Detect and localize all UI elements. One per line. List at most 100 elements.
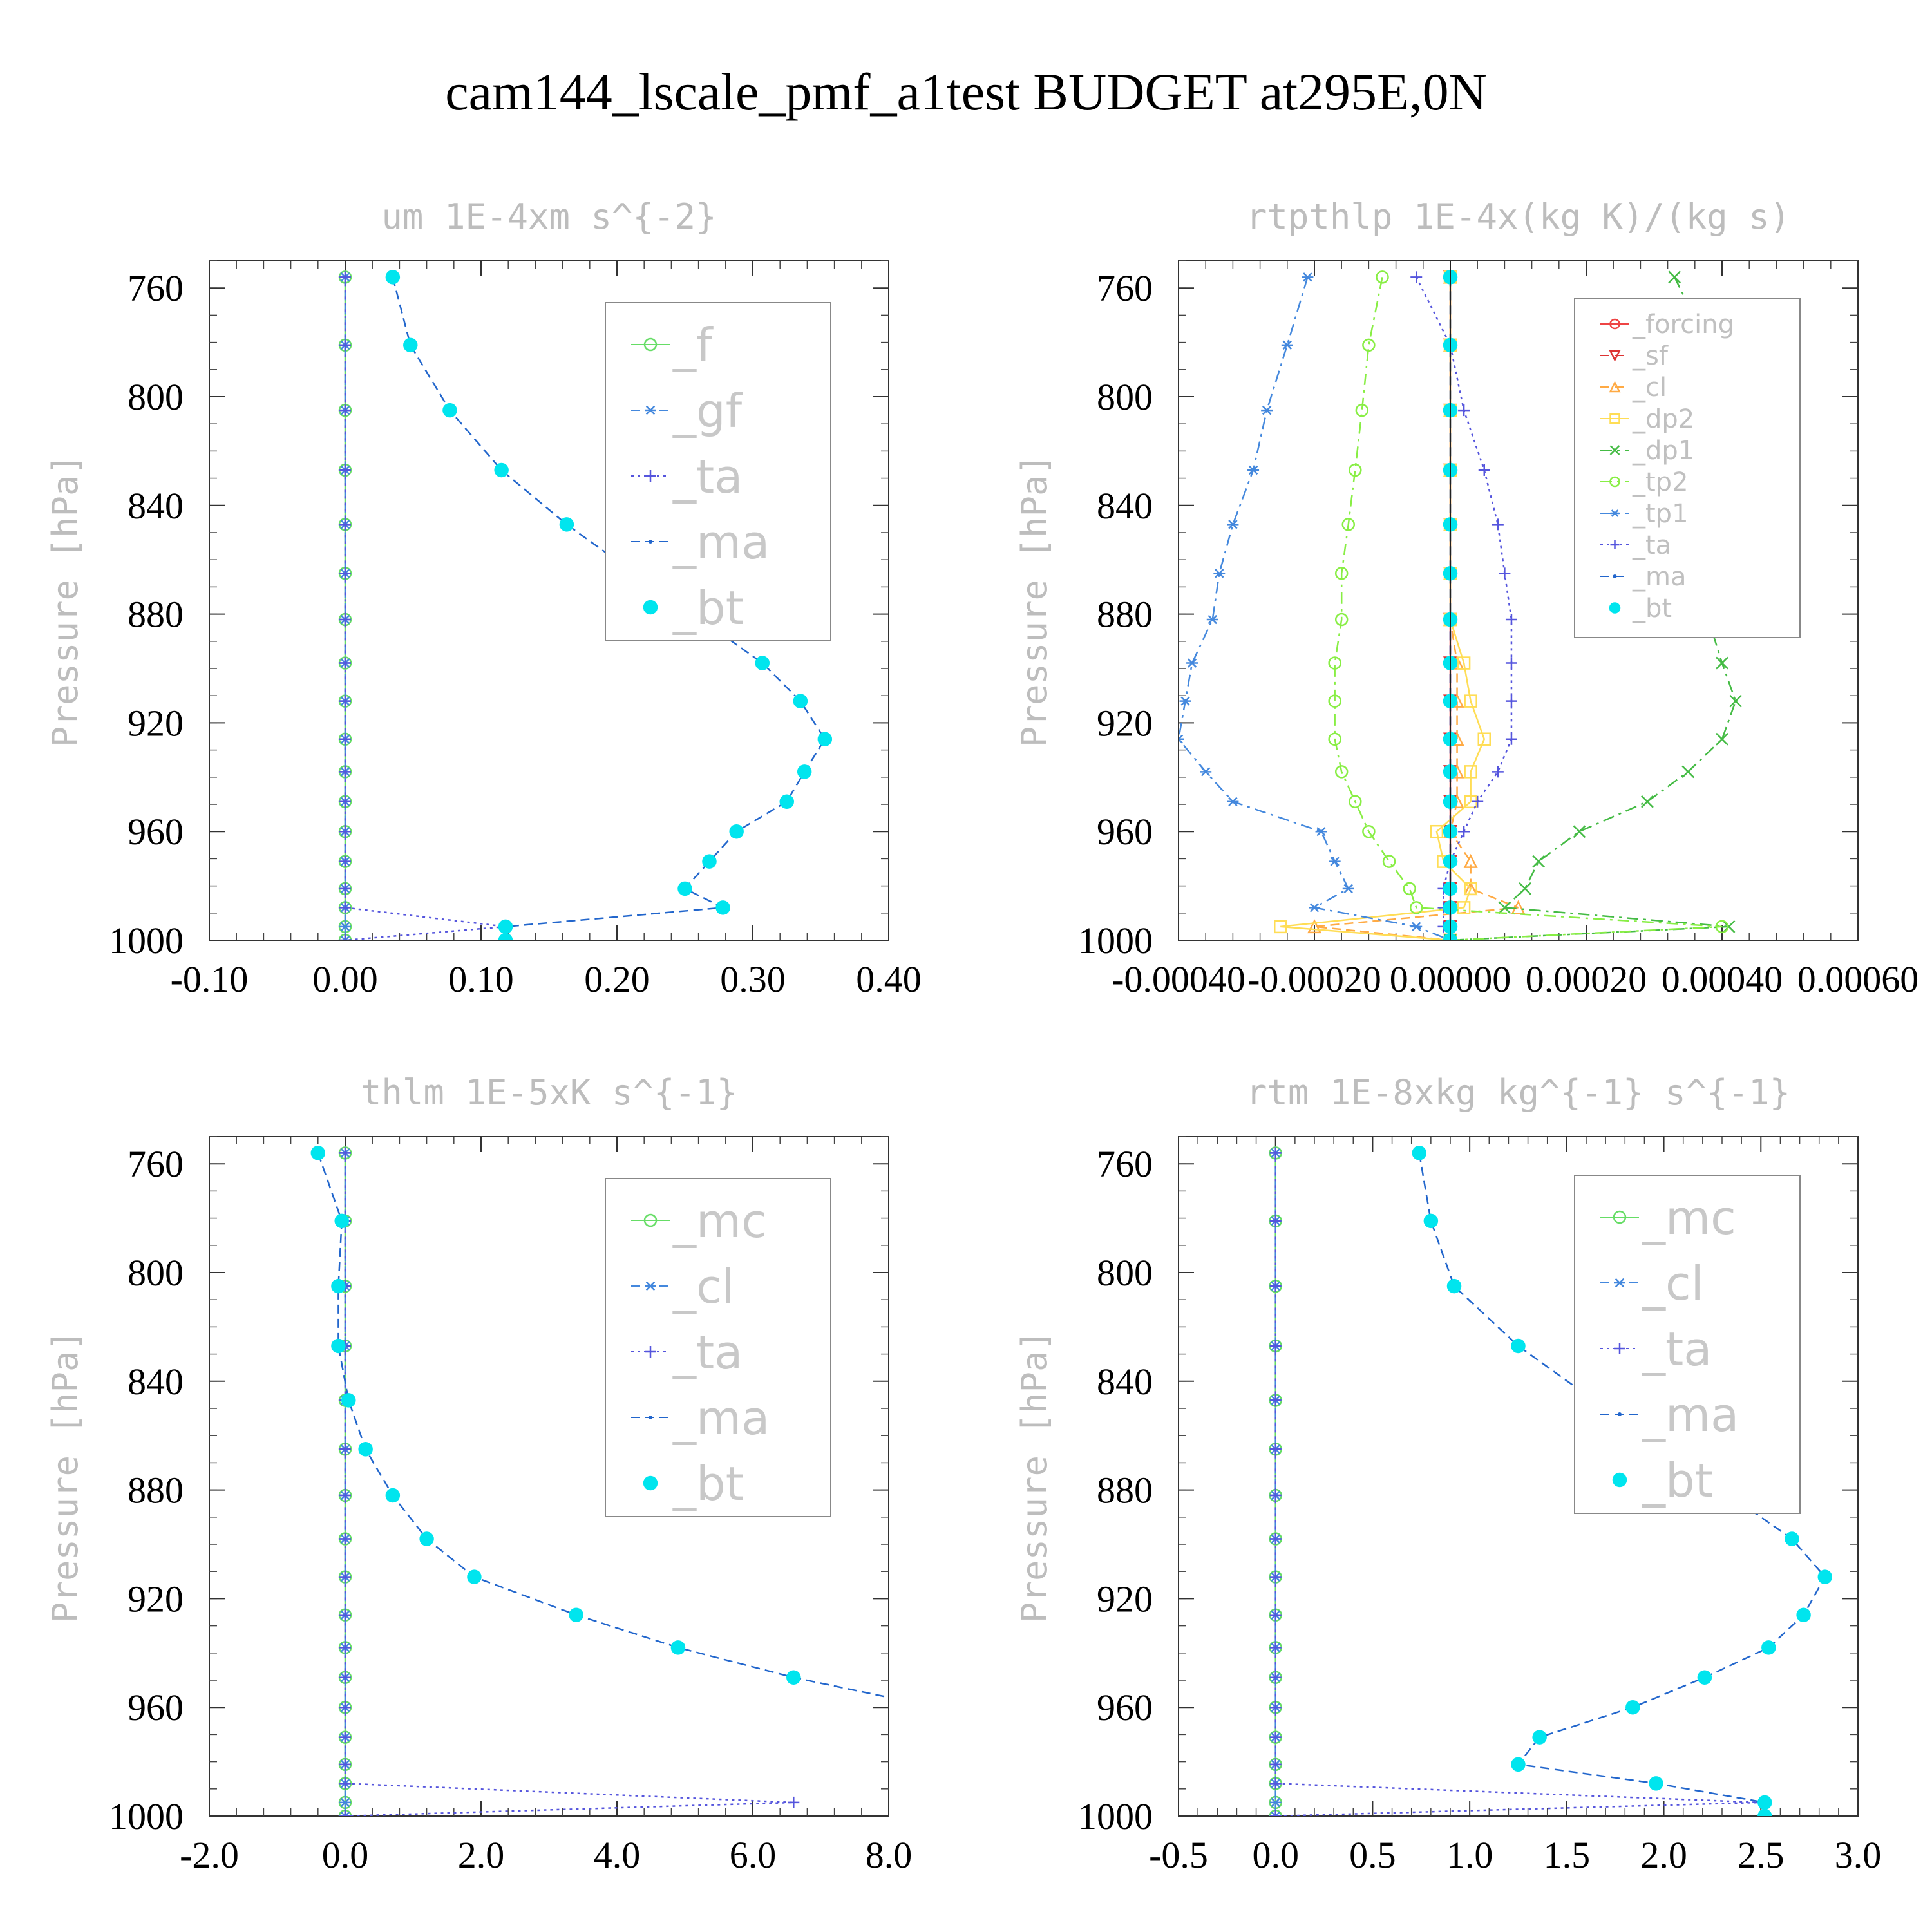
legend-swatch-marker (643, 337, 658, 352)
data-point (403, 337, 418, 353)
plot-frame (1178, 260, 1859, 941)
data-point (1796, 1607, 1811, 1622)
series-line (1334, 277, 1723, 940)
data-point (702, 854, 717, 869)
data-point (1269, 1797, 1282, 1808)
data-point (817, 732, 833, 746)
chart-panel-3: thlm 1E-5xK s^{-1} Pressure [hPa] -2.0 0.0 2… (45, 1072, 1440, 1876)
data-point (339, 1147, 351, 1159)
data-point (1458, 826, 1470, 838)
data-point (1430, 824, 1444, 838)
data-point (1362, 338, 1376, 352)
data-point (1499, 567, 1511, 580)
data-point (339, 934, 351, 940)
data-point (339, 1609, 351, 1621)
x-tick-label: 2.5 (1738, 1834, 1785, 1876)
legend-label: _dp2 (1632, 404, 1694, 434)
legend-swatch-marker (643, 1475, 658, 1491)
series-cl (1307, 269, 1526, 940)
series-line (1280, 277, 1486, 940)
data-point (755, 656, 770, 670)
data-point (1179, 734, 1184, 744)
data-point (339, 922, 351, 932)
data-point (1715, 920, 1729, 934)
legend-item-ta: _ta (1600, 531, 1671, 560)
data-point (1084, 1736, 1088, 1739)
legend-label: _ta (1642, 1322, 1712, 1376)
data-point (1328, 656, 1341, 670)
data-point (1761, 1640, 1776, 1655)
data-point (498, 919, 513, 934)
legend-swatch-marker (645, 405, 656, 415)
x-tick-label: 0.5 (1349, 1834, 1396, 1876)
y-tick-label: 800 (1097, 1252, 1153, 1294)
y-tick-label: 840 (1097, 1361, 1153, 1403)
legend-label: _bt (1642, 1454, 1713, 1508)
data-point (339, 766, 351, 778)
data-point (339, 1443, 351, 1455)
legend-swatch-marker (1613, 1210, 1627, 1224)
legend-swatch-marker (1610, 509, 1620, 517)
legend-swatch-marker (1609, 350, 1621, 362)
legend-label: _ta (1632, 531, 1671, 560)
data-point (1425, 1795, 1440, 1810)
data-point (1269, 1671, 1282, 1683)
data-point (339, 614, 351, 626)
x-tick-label: 6.0 (730, 1834, 777, 1876)
data-point (1274, 920, 1287, 934)
data-point (1213, 569, 1226, 578)
legend-label: _tp2 (1632, 468, 1689, 497)
legend-item-tp2: _tp2 (1600, 468, 1689, 497)
series-ta (339, 271, 511, 940)
legend-item-sf: _sf (1600, 341, 1669, 371)
series-line (1179, 276, 1451, 940)
data-point (1341, 518, 1355, 531)
data-point (1757, 1795, 1772, 1810)
data-point (339, 1533, 351, 1545)
legend-label: _tp1 (1632, 499, 1689, 529)
data-point (1382, 855, 1396, 868)
legend-swatch-marker (1613, 574, 1617, 578)
legend-swatch-marker (1609, 318, 1620, 330)
series-dp2 (1274, 270, 1491, 940)
data-point (1498, 901, 1511, 914)
data-point (729, 824, 744, 839)
series-bt (310, 1146, 1440, 1810)
data-point (1477, 732, 1491, 746)
data-point (442, 402, 457, 418)
x-tick-label: 0.40 (856, 958, 922, 1000)
data-point (339, 1811, 351, 1816)
legend: _mc _cl _ta _ma _bt (605, 1178, 831, 1517)
data-point (1328, 694, 1341, 708)
data-point (339, 1490, 351, 1502)
data-point (1342, 884, 1354, 894)
data-point (1269, 1642, 1282, 1654)
data-point (786, 1670, 801, 1685)
legend-swatch-marker (1612, 1472, 1627, 1488)
data-point (1446, 1278, 1462, 1294)
legend-label: _gf (672, 384, 743, 438)
data-point (1649, 1776, 1663, 1791)
data-point (339, 1797, 351, 1808)
data-point (1478, 464, 1490, 476)
data-point (339, 1810, 351, 1816)
data-point (1505, 695, 1517, 707)
x-tick-label: 0.00040 (1662, 958, 1783, 1000)
y-tick-label: 960 (1097, 811, 1153, 853)
legend-item-mc: _mc (1600, 1191, 1736, 1245)
legend-swatch-marker (643, 600, 658, 615)
data-point (670, 1640, 686, 1655)
data-point (1349, 795, 1362, 809)
y-tick-label: 840 (1097, 485, 1153, 527)
data-point (339, 935, 351, 940)
data-point (1206, 614, 1218, 625)
data-point (1200, 767, 1212, 777)
figure-title: cam144_lscale_pmf_a1test BUDGET at295E,0… (445, 62, 1487, 121)
data-point (788, 1796, 800, 1808)
data-point (1458, 404, 1470, 417)
data-point (1269, 1609, 1282, 1621)
legend-box (1574, 1175, 1801, 1514)
x-tick-label: 0.00060 (1797, 958, 1919, 1000)
data-point (1315, 827, 1327, 837)
data-point (1412, 1146, 1427, 1160)
